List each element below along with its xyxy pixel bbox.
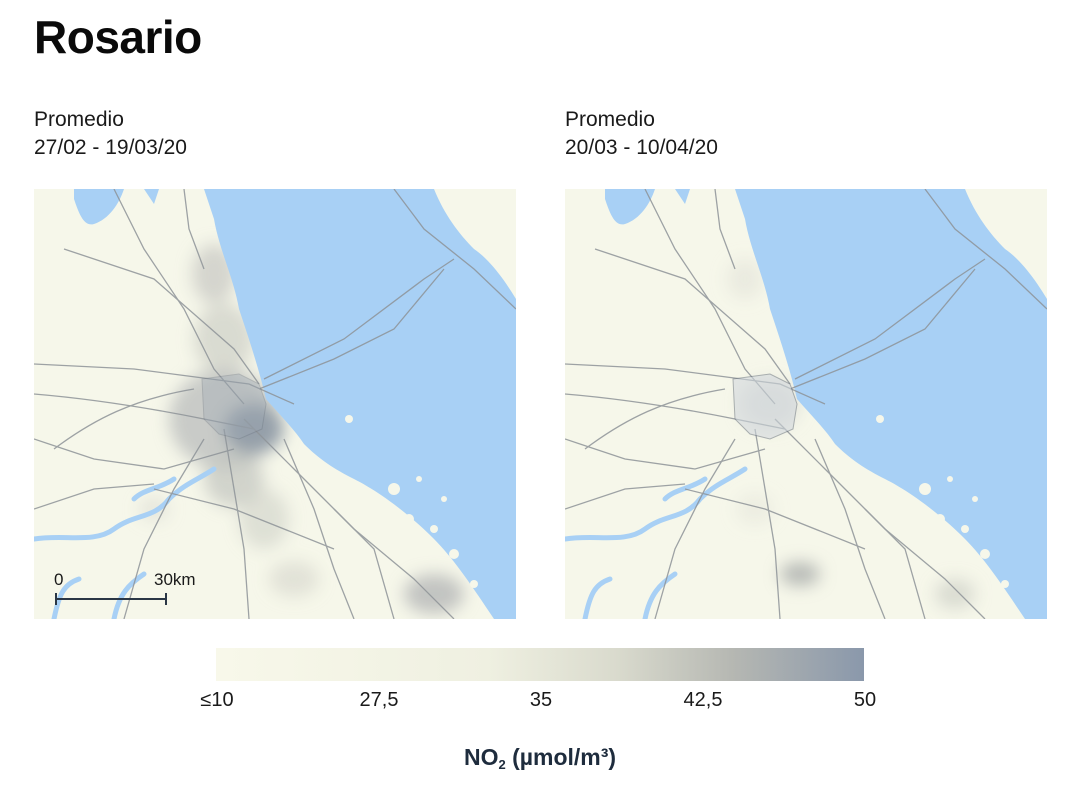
legend-tick: 27,5: [359, 689, 399, 711]
scale-start-label: 0: [54, 570, 63, 589]
map-after: [565, 189, 1047, 619]
legend-tick: 35: [529, 689, 553, 711]
legend-tick: 50: [853, 689, 877, 711]
panel-label-dates: 27/02 - 19/03/20: [34, 136, 187, 159]
road-network: [34, 189, 516, 619]
panel-label-dates: 20/03 - 10/04/20: [565, 136, 718, 159]
panel-label-line1: Promedio: [34, 108, 124, 131]
unit-main: NO: [463, 744, 499, 770]
river-water: [735, 189, 1047, 619]
legend-tick: 42,5: [683, 689, 723, 711]
page-title: Rosario: [34, 11, 202, 63]
city-boundary: [201, 373, 267, 440]
scale-end-label: 30km: [154, 570, 196, 589]
legend-units: NO2 (µmol/m³): [464, 744, 616, 772]
map-before: 0 30km: [34, 189, 516, 619]
unit-rest: (µmol/m³): [505, 744, 617, 770]
legend-tick: ≤10: [200, 689, 234, 711]
panel-label-line1: Promedio: [565, 108, 655, 131]
city-boundary: [732, 373, 798, 440]
panel-label-before: Promedio 27/02 - 19/03/20: [34, 106, 187, 162]
panel-label-after: Promedio 20/03 - 10/04/20: [565, 106, 718, 162]
legend-color-bar: [216, 648, 864, 681]
unit-subscript: 2: [498, 757, 506, 772]
scale-bar: 0 30km: [54, 570, 196, 605]
river-water: [204, 189, 516, 619]
